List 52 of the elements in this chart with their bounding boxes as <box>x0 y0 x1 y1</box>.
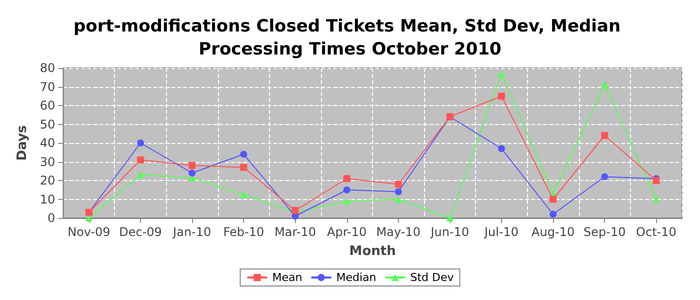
point <box>137 171 144 178</box>
y-tick-label: 70 <box>40 80 56 94</box>
y-tick-label: 50 <box>40 117 56 132</box>
legend-label: Mean <box>272 271 302 284</box>
point <box>498 92 506 100</box>
x-tick-label: Sep-10 <box>584 225 626 239</box>
x-tick-label: Jul-10 <box>483 225 519 239</box>
point <box>498 145 506 152</box>
point <box>85 214 92 222</box>
point <box>188 170 196 176</box>
y-axis-title: Days <box>15 125 30 161</box>
point <box>550 196 557 203</box>
x-tick-label: Mar-10 <box>274 225 316 239</box>
x-tick-label: Nov-09 <box>68 225 110 239</box>
x-tick-label: Aug-10 <box>532 225 575 239</box>
y-tick-label: 10 <box>40 192 56 206</box>
x-tick-label: Jan-10 <box>172 225 212 239</box>
x-tick-label: Apr-10 <box>327 225 367 239</box>
chart-title: port-modifications Closed Tickets Mean, Std Dev, Median Processing Times October 2010 <box>74 16 626 60</box>
point <box>394 188 402 196</box>
point <box>550 210 557 218</box>
point <box>343 186 350 194</box>
y-tick-label: 0 <box>48 211 56 225</box>
x-axis-title: Month <box>349 244 396 259</box>
x-tick-label: May-10 <box>376 225 420 239</box>
legend-label: Median <box>336 271 376 284</box>
x-tick-label: Oct-10 <box>636 225 676 239</box>
point <box>137 140 144 146</box>
y-tick-label: 20 <box>40 174 56 188</box>
point <box>188 162 196 169</box>
x-tick-label: Dec-09 <box>119 225 162 239</box>
y-tick-label: 80 <box>40 61 56 75</box>
point <box>240 150 248 158</box>
point <box>240 164 248 171</box>
point <box>343 175 350 182</box>
point <box>394 196 402 203</box>
point <box>343 198 350 205</box>
point <box>498 70 506 78</box>
y-tick-label: 40 <box>40 136 56 150</box>
point <box>240 191 248 198</box>
point <box>601 81 608 88</box>
point <box>601 173 608 180</box>
x-tick-label: Jun-10 <box>430 225 470 239</box>
y-tick-label: 30 <box>40 154 56 169</box>
x-tick-label: Feb-10 <box>223 225 264 239</box>
point <box>652 196 660 203</box>
point <box>601 132 608 139</box>
legend-label: Std Dev <box>410 271 454 284</box>
point <box>137 156 144 164</box>
y-tick-label: 60 <box>40 98 56 112</box>
point <box>394 180 402 188</box>
point <box>446 214 454 222</box>
